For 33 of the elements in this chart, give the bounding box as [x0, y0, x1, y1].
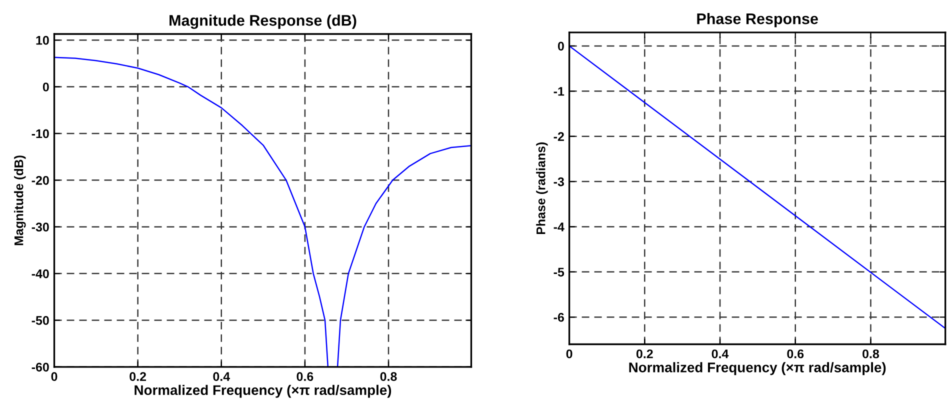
y-tick-label: -5 [554, 268, 564, 277]
x-tick-label: 0.6 [296, 372, 314, 381]
y-tick-label: -2 [554, 132, 564, 141]
x-axis-title: Normalized Frequency (×π rad/sample) [134, 384, 392, 398]
x-tick-label: 0.4 [213, 372, 230, 381]
y-tick-label: 0 [42, 82, 49, 92]
y-tick-label: -6 [554, 312, 564, 322]
y-tick-label: -40 [32, 269, 49, 278]
x-tick-label: 0 [51, 372, 58, 381]
x-tick-label: 0.4 [712, 349, 729, 358]
x-tick-label: 0.2 [130, 372, 146, 381]
y-axis-title: Phase (radians) [536, 142, 548, 234]
y-tick-label: -50 [32, 316, 49, 325]
line-series [54, 56, 329, 367]
line-series [336, 144, 472, 367]
x-tick-label: 0.8 [380, 372, 397, 381]
y-tick-label: -4 [554, 222, 564, 232]
y-tick-label: -60 [32, 362, 49, 372]
y-tick-label: -20 [32, 176, 49, 185]
chart-title: Magnitude Response (dB) [170, 14, 356, 29]
y-tick-label: -3 [554, 177, 564, 186]
x-tick-label: 0 [566, 349, 572, 358]
y-tick-label: 0 [558, 42, 564, 51]
x-tick-label: 0.2 [636, 349, 653, 358]
y-tick-label: -1 [554, 87, 564, 96]
x-axis-title: Normalized Frequency (×π rad/sample) [629, 362, 886, 376]
x-tick-label: 0.6 [787, 349, 804, 358]
x-tick-label: 0.8 [862, 349, 880, 358]
chart-title: Phase Response [697, 12, 818, 28]
y-tick-label: -30 [32, 222, 49, 232]
y-tick-label: 10 [36, 36, 49, 45]
y-tick-label: -10 [32, 129, 49, 138]
y-axis-title: Magnitude (dB) [14, 156, 26, 246]
